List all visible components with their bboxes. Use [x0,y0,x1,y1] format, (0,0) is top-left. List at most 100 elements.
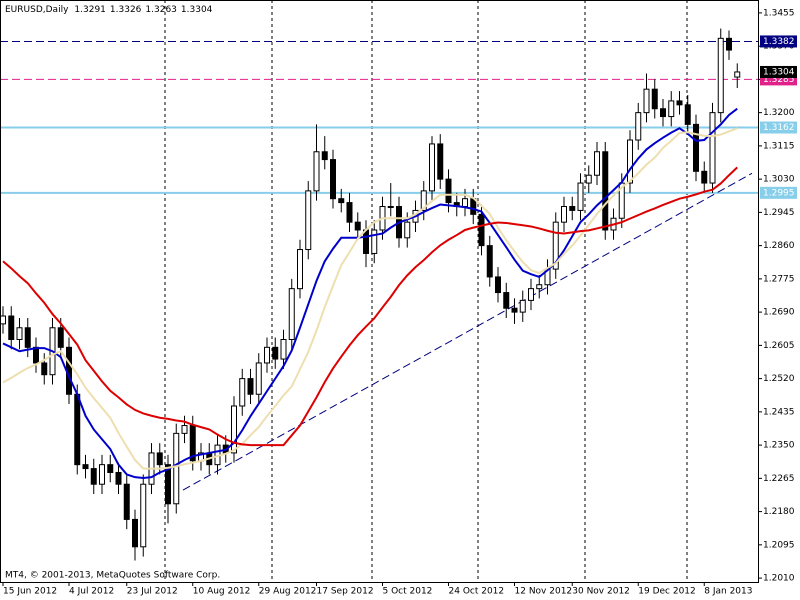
candle-body [478,213,485,247]
y-tick-label: 1.2945 [763,208,795,218]
x-tick-label: 17 Sep 2012 [317,587,374,597]
y-tick-label: 1.3455 [763,8,795,18]
header-open: 1.3291 [74,5,106,15]
candle-body [16,327,23,341]
candle-body [132,518,138,548]
candle-body [0,315,6,325]
candle-body [660,108,666,118]
candle-body [156,452,163,466]
candle-body [321,151,328,161]
candle-body [495,276,501,294]
header-high: 1.3326 [110,5,142,15]
header-close: 1.3304 [181,5,213,15]
y-tick-label: 1.2265 [763,474,795,484]
candle-body [354,221,361,231]
level-box [760,35,797,48]
candle-body [173,432,180,505]
candle-body [635,112,642,141]
header-low: 1.3263 [145,5,177,15]
current-price-box [760,65,797,78]
y-tick-label: 1.2520 [763,374,795,384]
candle-body [585,174,592,184]
candle-body [627,139,633,184]
candle-body [437,143,444,180]
candle-body [528,288,534,301]
candle-body [8,315,15,340]
x-tick-label: 12 Nov 2012 [515,587,573,597]
candle-body [165,464,171,505]
candle-body [643,88,650,114]
candle-body [561,206,567,223]
candle-body [90,468,97,485]
level-label: 1.3382 [763,37,795,47]
x-tick-label: 8 Jan 2013 [704,587,752,597]
candle-body [115,471,122,485]
candle-body [57,327,64,348]
candle-body [231,405,237,454]
candle-body [577,182,584,211]
candle-body [462,198,468,208]
chart-header: EURUSD,Daily 1.3291 1.3326 1.3263 1.3304 [5,5,213,15]
candle-body [264,346,270,364]
y-tick-label: 1.2605 [763,341,795,351]
candle-body [247,378,254,395]
x-tick-label: 23 Jul 2012 [127,587,178,597]
candle-body [74,393,81,466]
symbol: EURUSD,Daily [5,5,69,15]
candle-body [594,151,600,176]
y-tick-label: 1.3030 [763,175,795,185]
current-price-label: 1.3304 [763,67,795,77]
candle-body [511,307,518,313]
candle-body [445,178,452,204]
candle-body [24,327,31,348]
candle-body [676,100,683,106]
candle-body [82,464,89,470]
level-label: 1.2995 [763,188,795,198]
x-tick-label: 24 Oct 2012 [449,587,505,597]
candle-body [280,339,287,360]
y-tick-label: 1.2860 [763,241,795,251]
x-tick-label: 30 Nov 2012 [572,587,630,597]
y-tick-label: 1.2010 [763,574,795,584]
candle-body [313,151,320,192]
y-tick-label: 1.2690 [763,308,795,318]
candle-body [288,288,295,341]
candle-body [272,346,279,360]
candle-body [181,425,188,434]
x-tick-label: 10 Aug 2012 [193,587,251,597]
candle-body [239,378,246,407]
candle-body [651,88,658,110]
candle-body [709,112,716,184]
candle-body [536,284,543,290]
candle-body [429,143,435,192]
candle-body [602,151,609,231]
candle-body [363,229,369,254]
candle-body [552,221,559,270]
y-tick-label: 1.2775 [763,274,795,284]
plot-frame [0,0,759,583]
candle-body [569,206,576,211]
x-tick-label: 15 Jun 2012 [3,587,57,597]
candle-body [387,206,394,209]
candle-body [371,229,378,254]
candle-body [41,362,48,376]
moving-average [2,127,738,470]
candle-body [33,346,39,364]
moving-average [2,107,738,479]
candle-body [519,299,526,313]
trendline [182,172,753,491]
x-tick-label: 5 Oct 2012 [383,587,433,597]
y-tick-label: 1.2095 [763,540,795,550]
candle-body [717,37,724,114]
level-box [760,121,797,134]
y-tick-label: 1.2180 [763,507,795,517]
y-tick-label: 1.3200 [763,108,795,118]
candle-body [734,71,741,78]
candle-body [503,292,510,309]
x-tick-label: 4 Jul 2012 [69,587,114,597]
candle-body [726,37,732,51]
y-tick-label: 1.3115 [763,141,795,151]
candle-body [693,123,699,172]
x-tick-label: 19 Dec 2012 [638,587,696,597]
